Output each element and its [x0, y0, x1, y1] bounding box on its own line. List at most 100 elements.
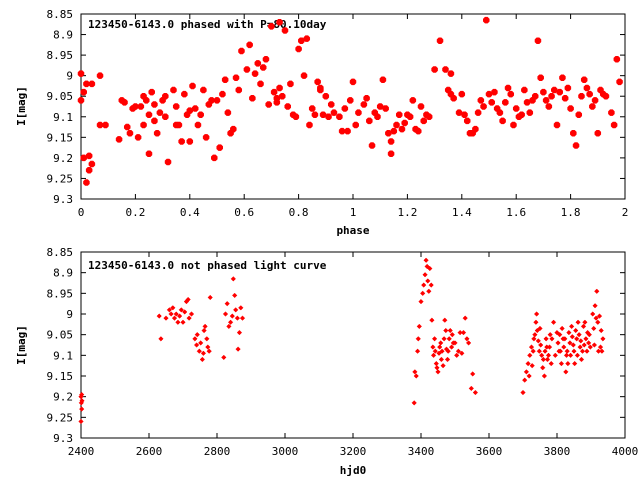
- phased-data-point: [534, 37, 542, 44]
- unphased-data-point: [416, 323, 422, 330]
- unphased-data-point: [533, 311, 540, 317]
- unphased-data-point: [531, 336, 537, 342]
- unphased-data-point: [584, 348, 590, 354]
- phased-data-point: [499, 117, 506, 125]
- phased-ytick-label: 9.15: [47, 131, 74, 144]
- unphased-data-point: [239, 315, 246, 321]
- phased-data-point: [551, 86, 558, 94]
- phased-data-point: [548, 92, 555, 100]
- unphased-data-point: [205, 344, 211, 350]
- unphased-ytick-label: 8.85: [47, 246, 74, 259]
- phased-data-point: [279, 92, 286, 100]
- phased-data-point: [463, 117, 471, 125]
- unphased-plot-xlabel: hjd0: [340, 464, 367, 477]
- unphased-data-point: [537, 325, 543, 332]
- phased-data-point: [123, 123, 131, 131]
- phased-data-point: [330, 109, 338, 116]
- unphased-data-point: [585, 340, 592, 346]
- unphased-data-point: [559, 325, 565, 332]
- unphased-data-point: [468, 385, 474, 392]
- unphased-data-point: [452, 340, 458, 346]
- unphased-data-point: [175, 319, 181, 325]
- phased-data-point: [300, 72, 308, 79]
- unphased-data-point: [200, 350, 207, 356]
- unphased-data-point: [449, 332, 455, 338]
- phased-data-point: [545, 103, 553, 110]
- phased-data-point: [246, 41, 253, 49]
- unphased-data-point: [583, 336, 589, 342]
- unphased-data-point: [593, 315, 599, 321]
- unphased-data-point: [568, 323, 575, 330]
- unphased-data-point: [472, 389, 479, 396]
- phased-plot: 123450-6143.0 phased with P=80.10day pha…: [15, 8, 628, 237]
- unphased-data-point: [236, 329, 243, 336]
- phased-data-point: [162, 92, 169, 100]
- phased-data-point: [504, 84, 512, 92]
- unphased-ytick-label: 9: [66, 308, 73, 321]
- unphased-data-point: [229, 313, 235, 319]
- phased-data-point: [85, 166, 93, 174]
- unphased-data-point: [580, 323, 587, 330]
- phased-data-point: [415, 127, 422, 135]
- unphased-data-point: [454, 352, 460, 358]
- unphased-data-point: [168, 311, 174, 317]
- phased-data-point: [537, 74, 544, 81]
- phased-xtick-label: 0: [78, 206, 85, 219]
- unphased-data-point: [564, 348, 570, 354]
- phased-data-point: [387, 150, 395, 158]
- unphased-data-point: [233, 307, 239, 313]
- phased-data-point: [96, 72, 104, 79]
- unphased-data-point: [520, 389, 526, 396]
- phased-data-point: [308, 105, 316, 112]
- phased-data-point: [450, 95, 457, 102]
- unphased-xtick-label: 3600: [476, 445, 503, 458]
- unphased-data-point: [426, 288, 432, 294]
- phased-data-point: [395, 111, 403, 118]
- phased-data-point: [602, 92, 610, 100]
- unphased-data-point: [441, 336, 447, 342]
- unphased-plot-frame: [80, 251, 626, 439]
- phased-data-point: [578, 92, 585, 100]
- unphased-ytick-label: 8.9: [53, 267, 73, 280]
- phased-data-point: [572, 142, 580, 149]
- phased-data-point: [221, 76, 229, 84]
- unphased-data-point: [234, 315, 241, 321]
- unphased-data-point: [582, 319, 588, 325]
- phased-data-point: [610, 121, 618, 129]
- phased-data-point: [145, 111, 153, 118]
- phased-data-point: [325, 113, 332, 121]
- phased-data-point: [230, 125, 237, 133]
- unphased-data-point: [470, 371, 476, 377]
- phased-data-point: [480, 103, 487, 110]
- phased-data-point: [338, 127, 346, 135]
- unphased-data-point: [541, 373, 548, 379]
- unphased-data-point: [413, 373, 419, 379]
- phased-xtick-label: 1.2: [397, 206, 417, 219]
- unphased-data-point: [533, 319, 539, 325]
- phased-data-point: [121, 99, 128, 106]
- phased-ytick-label: 8.95: [47, 49, 74, 62]
- unphased-data-point: [545, 352, 552, 358]
- unphased-data-point: [558, 360, 565, 367]
- phased-data-point: [148, 88, 155, 96]
- unphased-data-point: [578, 338, 584, 344]
- unphased-data-point: [550, 319, 557, 325]
- unphased-data-point: [415, 336, 421, 342]
- phased-data-point: [382, 105, 389, 112]
- phased-data-point: [194, 121, 202, 129]
- unphased-data-point: [525, 360, 531, 367]
- unphased-data-point: [238, 305, 244, 311]
- unphased-data-point: [158, 336, 164, 342]
- unphased-data-point: [529, 363, 535, 369]
- phased-data-point: [306, 121, 313, 129]
- unphased-ytick-label: 9.1: [53, 349, 73, 362]
- phased-data-point: [431, 66, 438, 73]
- unphased-data-point: [543, 336, 549, 342]
- unphased-data-point: [563, 352, 570, 358]
- unphased-data-point: [201, 327, 207, 334]
- phased-data-point: [436, 37, 444, 44]
- phased-xtick-label: 0.8: [289, 206, 309, 219]
- phased-data-point: [232, 74, 240, 81]
- phased-data-point: [281, 27, 289, 34]
